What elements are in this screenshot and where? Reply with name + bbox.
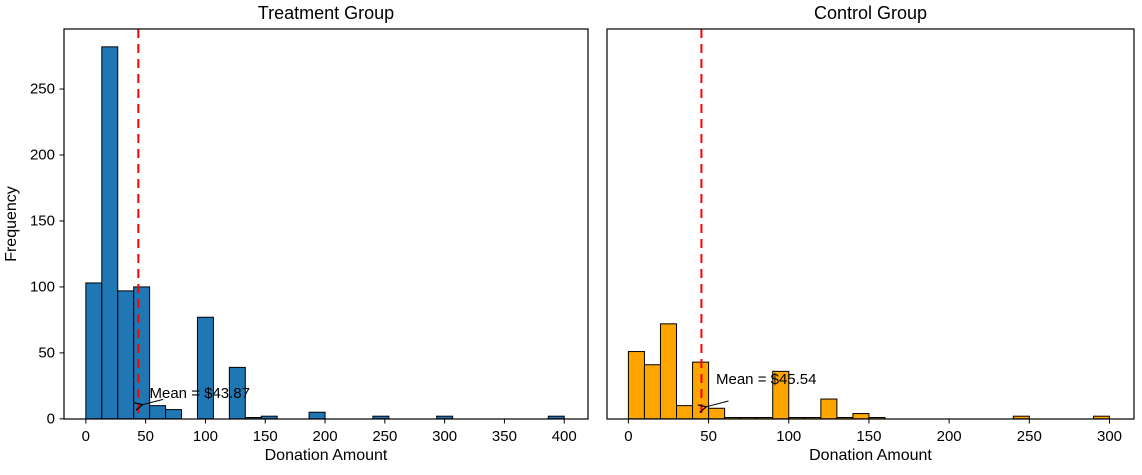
svg-text:200: 200 bbox=[313, 428, 338, 445]
svg-text:Donation Amount: Donation Amount bbox=[265, 447, 388, 464]
svg-text:50: 50 bbox=[38, 344, 55, 361]
svg-text:0: 0 bbox=[47, 410, 55, 427]
svg-text:Donation Amount: Donation Amount bbox=[809, 447, 932, 464]
svg-text:50: 50 bbox=[700, 428, 717, 445]
svg-text:400: 400 bbox=[552, 428, 577, 445]
svg-text:250: 250 bbox=[30, 81, 55, 98]
svg-text:0: 0 bbox=[82, 428, 90, 445]
svg-text:250: 250 bbox=[372, 428, 397, 445]
svg-text:250: 250 bbox=[1017, 428, 1042, 445]
svg-text:150: 150 bbox=[30, 212, 55, 229]
svg-text:100: 100 bbox=[30, 278, 55, 295]
svg-text:Frequency: Frequency bbox=[3, 186, 20, 262]
svg-text:Treatment Group: Treatment Group bbox=[258, 3, 394, 23]
svg-text:200: 200 bbox=[937, 428, 962, 445]
svg-text:Mean = $43.87: Mean = $43.87 bbox=[150, 385, 251, 402]
svg-text:100: 100 bbox=[776, 428, 801, 445]
svg-text:350: 350 bbox=[492, 428, 517, 445]
svg-text:0: 0 bbox=[624, 428, 632, 445]
svg-text:Mean = $45.54: Mean = $45.54 bbox=[716, 371, 817, 388]
svg-text:150: 150 bbox=[253, 428, 278, 445]
svg-text:50: 50 bbox=[137, 428, 154, 445]
svg-text:Control Group: Control Group bbox=[814, 3, 927, 23]
svg-text:100: 100 bbox=[193, 428, 218, 445]
svg-text:300: 300 bbox=[1097, 428, 1122, 445]
svg-text:150: 150 bbox=[856, 428, 881, 445]
svg-text:300: 300 bbox=[432, 428, 457, 445]
svg-text:200: 200 bbox=[30, 147, 55, 164]
